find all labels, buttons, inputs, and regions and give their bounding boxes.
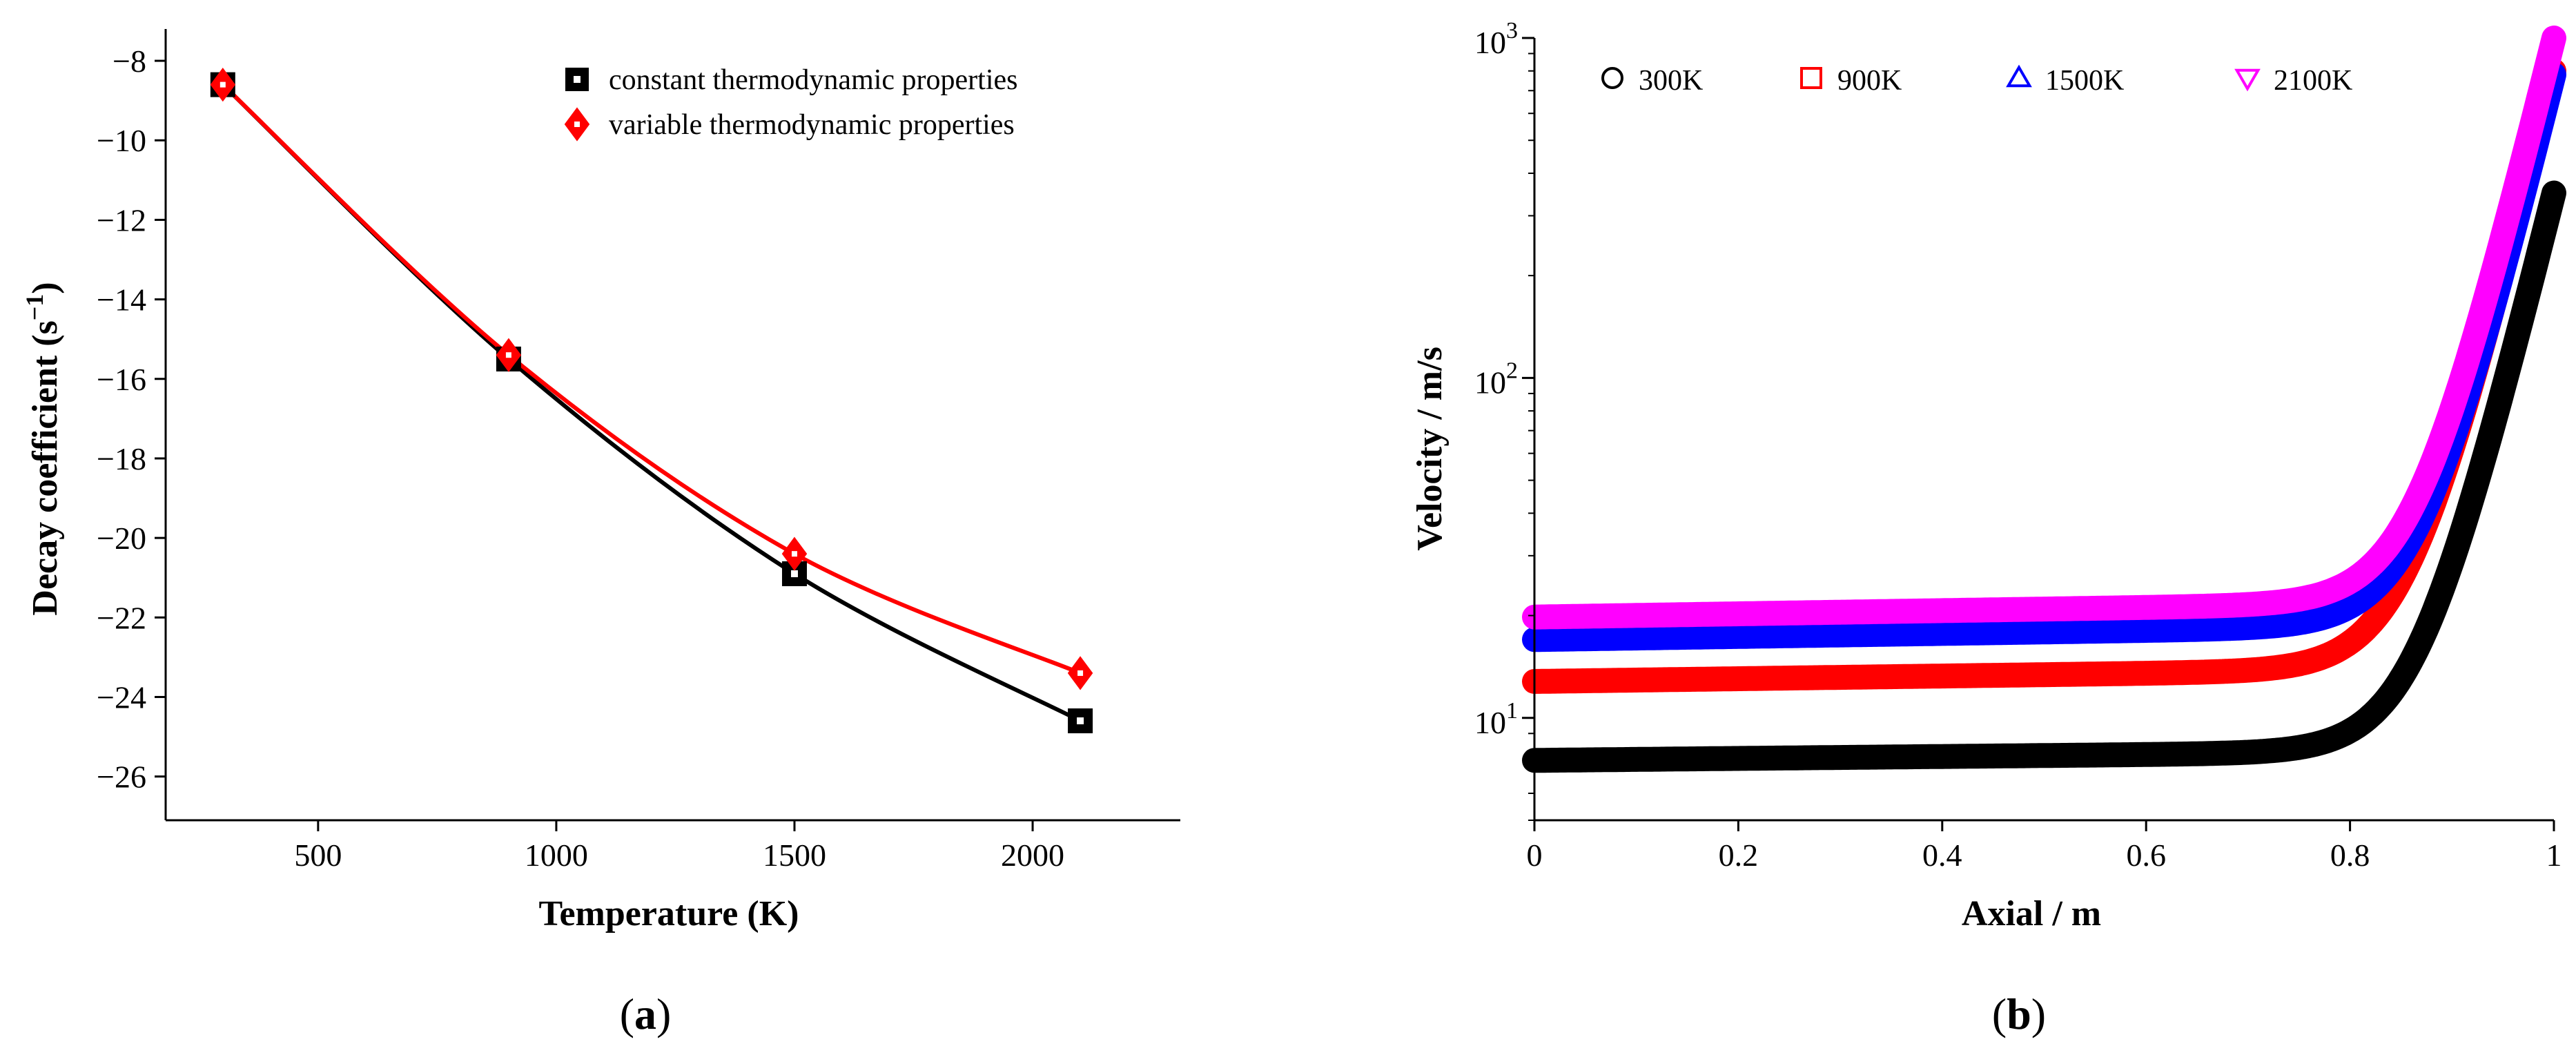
panel-a-y-tick-label: −8 bbox=[113, 43, 146, 79]
panel-a-label: (a) bbox=[620, 989, 672, 1038]
panel-b-x-tick-label: 0.4 bbox=[1922, 838, 1962, 873]
panel-b-series-band-1 bbox=[1522, 58, 2566, 694]
panel-a-series bbox=[210, 67, 1093, 734]
panel-b-x-tick-label: 1 bbox=[2546, 838, 2562, 873]
panel-a-y-tick-label: −18 bbox=[97, 441, 146, 476]
panel-b-legend-label-3: 2100K bbox=[2274, 65, 2352, 97]
panel-a-legend-label-1: variable thermodynamic properties bbox=[609, 109, 1015, 141]
panel-a-y-tick-label: −22 bbox=[97, 600, 146, 635]
panel-a-point-center-0 bbox=[790, 570, 798, 577]
panel-a-legend: constant thermodynamic properties variabl… bbox=[564, 64, 1018, 142]
panel-b-y-axis-title: Velocity / m/s bbox=[1410, 347, 1450, 551]
panel-b-series bbox=[1522, 26, 2566, 773]
panel-b-legend-marker-0 bbox=[1601, 67, 1623, 89]
panel-b-x-tick-label: 0.6 bbox=[2126, 838, 2166, 873]
panel-b-legend-label-2: 1500K bbox=[2045, 65, 2124, 97]
panel-a-y-tick-label: −12 bbox=[97, 202, 146, 238]
panel-b-x-tick-label: 0.2 bbox=[1719, 838, 1759, 873]
panel-a-series-line-1 bbox=[221, 83, 1082, 675]
panel-a-y-tick-label: −26 bbox=[97, 759, 146, 795]
panel-b-legend-marker-3 bbox=[2234, 68, 2261, 92]
panel-b-y-tick-label: 102 bbox=[1474, 358, 1518, 400]
panel-a-point-center-1 bbox=[505, 352, 511, 358]
panel-a-legend-label-0: constant thermodynamic properties bbox=[609, 64, 1018, 96]
panel-a-y-tick-label: −20 bbox=[97, 521, 146, 556]
panel-a-x-tick-label: 1000 bbox=[525, 838, 588, 873]
panel-b-x-tick-label: 0.8 bbox=[2330, 838, 2370, 873]
panel-b-series-band-2 bbox=[1522, 62, 2566, 652]
panel-b-legend-marker-2 bbox=[2006, 64, 2032, 88]
panel-a-point-center-0 bbox=[1077, 717, 1084, 725]
panel-b-series-band-3 bbox=[1522, 26, 2566, 630]
panel-a-axes: −8 −10 −12 −14 −16 −18 −20 −22 −24 −26 500 1000 1500… bbox=[97, 29, 1180, 873]
panel-a-decay-chart: −8 −10 −12 −14 −16 −18 −20 −22 −24 −26 500 1000 1500… bbox=[21, 29, 1180, 1038]
panel-b-legend-label-0: 300K bbox=[1639, 65, 1703, 97]
panel-a-point-center-1 bbox=[791, 551, 797, 557]
panel-b-y-tick-label: 103 bbox=[1474, 18, 1518, 60]
panel-b-legend: 300K 900K 1500K 2100K bbox=[1601, 64, 2352, 97]
panel-a-legend-marker-center-1 bbox=[574, 122, 580, 127]
panel-b-legend-marker-1 bbox=[1800, 67, 1822, 89]
panel-a-y-tick-label: −16 bbox=[97, 362, 146, 397]
panel-b-velocity-chart: 0 0.2 0.4 0.6 0.8 1 101 102 103 Axial / m Veloci… bbox=[1410, 18, 2566, 1038]
panel-a-y-tick-label: −10 bbox=[97, 123, 146, 158]
panel-b-axes: 0 0.2 0.4 0.6 0.8 1 101 102 103 bbox=[1474, 18, 2562, 873]
panel-b-series-band-0 bbox=[1522, 180, 2566, 773]
panel-a-y-tick-label: −14 bbox=[97, 282, 146, 318]
panel-b-x-tick-label: 0 bbox=[1527, 838, 1543, 873]
panel-a-x-axis-title: Temperature (K) bbox=[539, 894, 799, 933]
panel-b-legend-label-1: 900K bbox=[1837, 65, 1902, 97]
panel-b-x-axis-title: Axial / m bbox=[1962, 894, 2101, 933]
panel-a-legend-marker-center-0 bbox=[574, 76, 580, 83]
panel-b-y-tick-label: 101 bbox=[1474, 698, 1518, 740]
panel-a-x-tick-label: 1500 bbox=[763, 838, 826, 873]
panel-a-y-axis-title: Decay coefficient (s−1) bbox=[21, 282, 65, 615]
panel-a-point-center-1 bbox=[1077, 670, 1084, 676]
panel-a-point-center-1 bbox=[219, 81, 226, 88]
panel-a-x-tick-label: 500 bbox=[294, 838, 342, 873]
panel-a-x-tick-label: 2000 bbox=[1001, 838, 1064, 873]
panel-b-label: (b) bbox=[1992, 989, 2046, 1038]
panel-a-y-tick-label: −24 bbox=[97, 679, 146, 715]
